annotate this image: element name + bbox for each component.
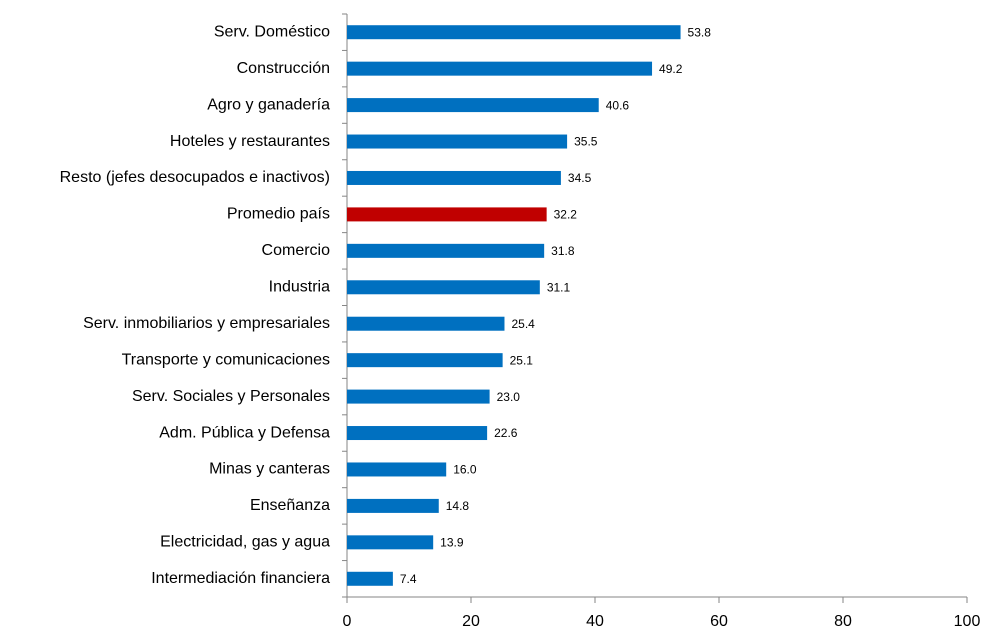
x-tick-label: 60 xyxy=(710,613,728,630)
value-label: 31.1 xyxy=(547,280,571,294)
value-label: 34.5 xyxy=(568,171,592,185)
y-tick-label: Hoteles y restaurantes xyxy=(170,133,330,150)
value-label: 31.8 xyxy=(551,244,575,258)
value-label: 25.4 xyxy=(511,317,535,331)
y-tick-label: Intermediación financiera xyxy=(151,570,330,587)
value-label: 25.1 xyxy=(510,353,534,367)
bar xyxy=(347,98,599,113)
bar xyxy=(347,25,681,40)
bar xyxy=(347,280,540,295)
value-label: 16.0 xyxy=(453,463,477,477)
y-tick-label: Agro y ganadería xyxy=(207,96,330,113)
value-label: 7.4 xyxy=(400,572,417,586)
value-label: 23.0 xyxy=(497,390,521,404)
value-label: 53.8 xyxy=(688,25,712,39)
y-tick-label: Electricidad, gas y agua xyxy=(160,534,330,551)
bar xyxy=(347,316,505,331)
bar xyxy=(347,353,503,368)
bar xyxy=(347,243,545,258)
y-tick-label: Industria xyxy=(269,279,330,296)
y-tick-label: Resto (jefes desocupados e inactivos) xyxy=(60,169,330,186)
y-tick-label: Enseñanza xyxy=(250,497,330,514)
y-tick-label: Construcción xyxy=(237,60,330,77)
bar xyxy=(347,389,490,404)
value-label: 32.2 xyxy=(554,208,578,222)
bar xyxy=(347,498,439,513)
bar xyxy=(347,426,488,441)
y-tick-label: Transporte y comunicaciones xyxy=(122,351,330,368)
y-tick-label: Serv. inmobiliarios y empresariales xyxy=(83,315,330,332)
bar xyxy=(347,134,568,149)
bar xyxy=(347,61,653,76)
bar xyxy=(347,535,434,550)
bar xyxy=(347,170,561,185)
x-tick-label: 80 xyxy=(834,613,852,630)
value-label: 22.6 xyxy=(494,426,518,440)
y-tick-label: Serv. Doméstico xyxy=(214,23,330,40)
value-label: 35.5 xyxy=(574,135,598,149)
value-label: 13.9 xyxy=(440,536,464,550)
x-tick-label: 40 xyxy=(586,613,604,630)
x-tick-label: 0 xyxy=(343,613,352,630)
x-tick-label: 100 xyxy=(954,613,981,630)
y-tick-label: Promedio país xyxy=(227,206,330,223)
value-label: 40.6 xyxy=(606,98,630,112)
bar xyxy=(347,462,447,477)
value-label: 49.2 xyxy=(659,62,683,76)
y-tick-label: Serv. Sociales y Personales xyxy=(132,388,330,405)
y-tick-label: Minas y canteras xyxy=(209,461,330,478)
y-tick-label: Adm. Pública y Defensa xyxy=(159,424,330,441)
bar xyxy=(347,207,547,222)
value-label: 14.8 xyxy=(446,499,470,513)
bar xyxy=(347,571,393,586)
x-tick-label: 20 xyxy=(462,613,480,630)
y-tick-label: Comercio xyxy=(262,242,331,259)
